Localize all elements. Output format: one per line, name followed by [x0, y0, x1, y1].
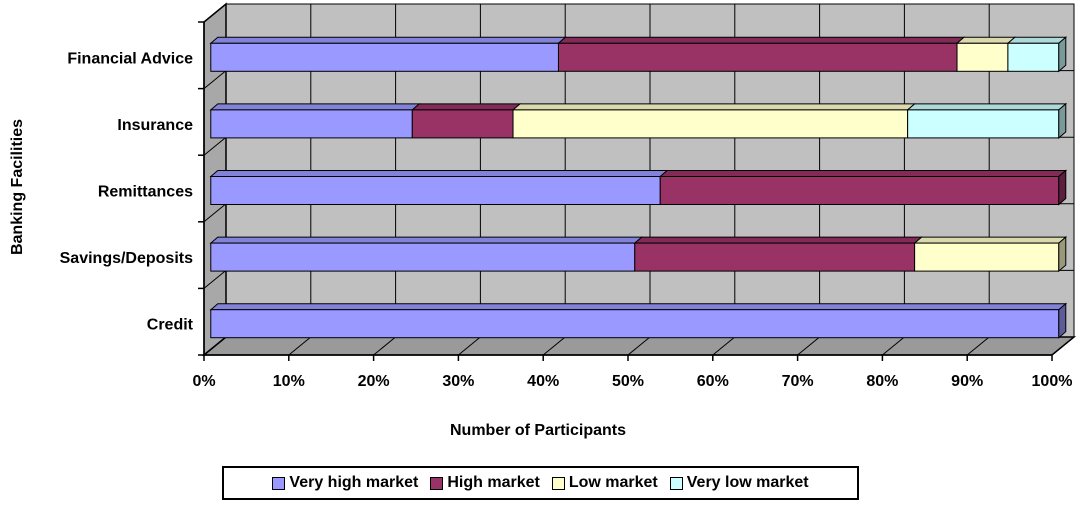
legend-swatch	[430, 476, 444, 490]
y-tick-label: Insurance	[117, 117, 193, 134]
floor-gridline	[966, 336, 990, 356]
x-tick-label: 50%	[612, 373, 644, 390]
bar-segment-top	[209, 303, 1068, 311]
legend-swatch	[272, 476, 286, 490]
bar-end-face	[1058, 102, 1067, 139]
legend-item: Very high market	[272, 474, 418, 492]
y-tick-label: Financial Advice	[67, 50, 193, 67]
legend-item: Very low market	[669, 474, 809, 492]
bar-segment-top	[209, 236, 644, 244]
bar-segment-top	[557, 36, 966, 44]
bar-segment-top	[209, 170, 669, 177]
bar-segment	[1007, 42, 1060, 72]
bar-segment-top	[906, 103, 1068, 111]
floor-gridline	[797, 336, 820, 356]
x-axis-title: Number of Participants	[450, 422, 626, 439]
side-gridline	[203, 70, 227, 89]
side-gridline	[203, 270, 227, 289]
y-axis-title: Banking Facilities	[9, 119, 26, 255]
x-tick-label: 60%	[697, 373, 729, 390]
bar-end-face	[1058, 169, 1067, 206]
bar-segment-top	[1006, 36, 1068, 44]
x-tick-label: 0%	[192, 373, 215, 390]
side-gridline	[203, 203, 227, 223]
bar-segment-top	[410, 103, 522, 111]
floor-gridline	[1051, 336, 1075, 356]
bar-segment	[210, 309, 1060, 339]
bar-segment	[210, 242, 636, 272]
bar-segment	[907, 109, 1060, 139]
bar-segment	[210, 109, 413, 139]
legend-label: High market	[447, 474, 540, 491]
legend-item: High market	[430, 474, 540, 492]
floor-gridline	[712, 336, 736, 356]
x-tick-label: 70%	[782, 373, 814, 390]
legend: Very high market High market Low market Ver…	[222, 466, 859, 500]
y-tick-label: Credit	[147, 317, 194, 334]
legend-label: Very high market	[289, 474, 419, 491]
bar-segment	[210, 42, 559, 72]
floor-gridline	[882, 336, 905, 356]
legend-swatch	[551, 476, 565, 490]
legend-item: Low market	[551, 474, 658, 492]
floor-gridline	[458, 336, 481, 356]
bar-segment-top	[913, 236, 1068, 244]
floor-gridline	[288, 336, 312, 356]
bar-segment-top	[209, 36, 567, 44]
bar-segment	[210, 176, 661, 205]
floor-gridline	[203, 336, 227, 356]
x-tick-label: 40%	[527, 373, 559, 390]
bar-segment	[634, 242, 916, 272]
bar-segment	[512, 109, 909, 139]
bar-segment-top	[955, 36, 1017, 44]
x-tick-label: 100%	[1032, 373, 1073, 390]
floor-gridline	[373, 336, 396, 356]
bar-end-face	[1058, 302, 1067, 339]
y-tick-label: Savings/Deposits	[60, 250, 193, 267]
y-tick-label: Remittances	[98, 184, 193, 201]
bar-segment-top	[658, 170, 1068, 177]
bar-segment	[557, 42, 958, 72]
bar-segment	[659, 176, 1060, 205]
legend-label: Very low market	[686, 474, 809, 491]
x-tick-label: 30%	[442, 373, 474, 390]
bar-segment-top	[209, 103, 421, 111]
bar-segment	[956, 42, 1009, 72]
bar-segment-top	[633, 236, 923, 244]
x-tick-label: 90%	[951, 373, 983, 390]
side-gridline	[203, 136, 227, 156]
legend-label: Low market	[568, 474, 658, 491]
legend-swatch	[669, 476, 683, 490]
bar-segment-top	[511, 103, 917, 111]
x-tick-label: 10%	[273, 373, 305, 390]
bar-end-face	[1058, 236, 1067, 273]
bar-end-face	[1058, 36, 1067, 73]
floor-gridline	[627, 336, 651, 356]
x-tick-label: 80%	[866, 373, 898, 390]
bar-segment	[914, 242, 1060, 272]
bar-segment	[411, 109, 514, 139]
x-tick-label: 20%	[358, 373, 390, 390]
floor-gridline	[542, 336, 566, 356]
